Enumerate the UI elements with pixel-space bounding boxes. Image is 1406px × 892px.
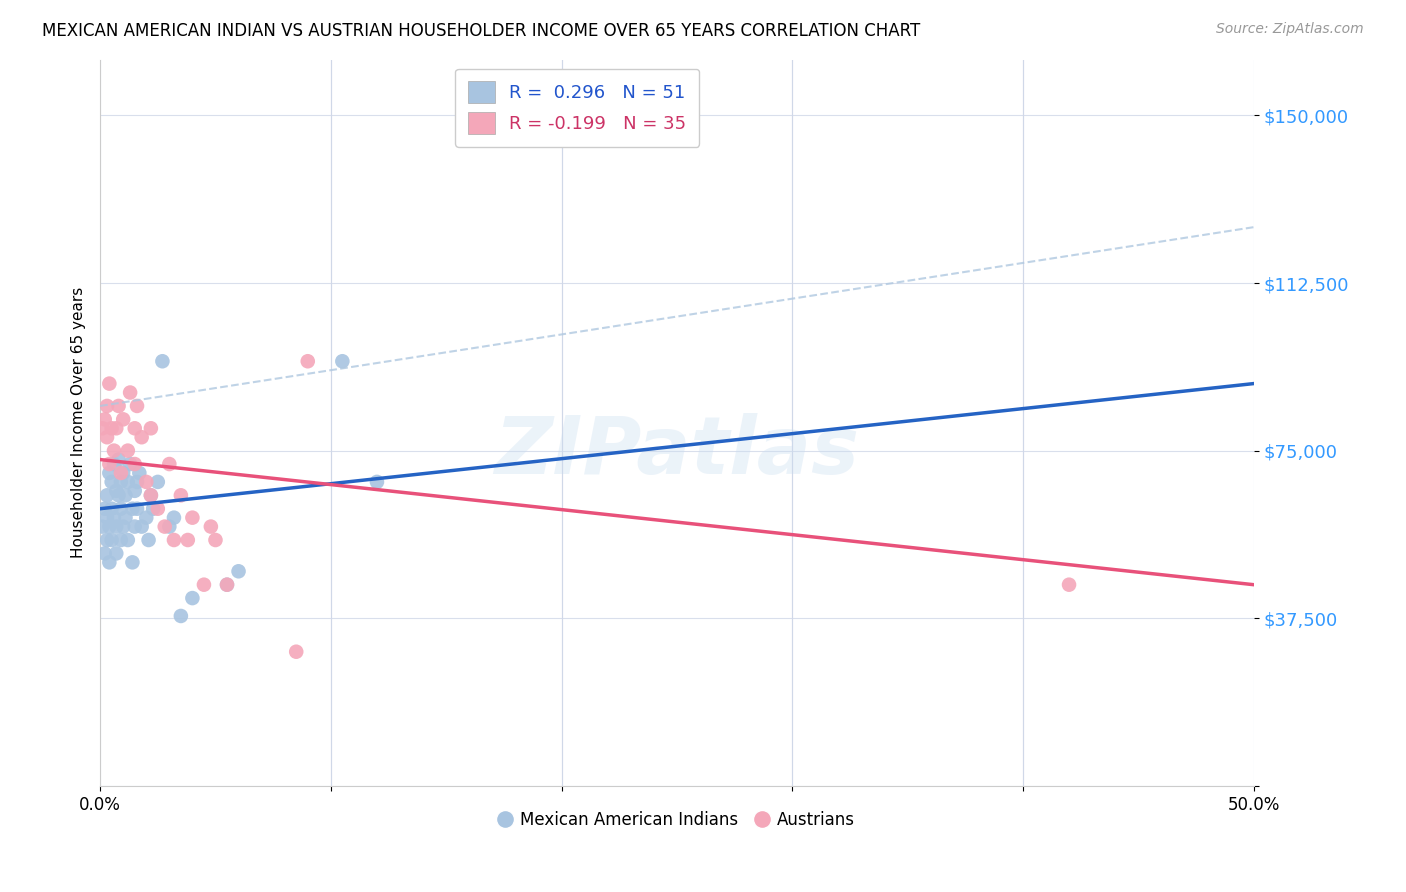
Point bbox=[285, 645, 308, 659]
Point bbox=[103, 443, 125, 458]
Point bbox=[96, 399, 118, 413]
Point bbox=[114, 488, 136, 502]
Point bbox=[204, 533, 226, 547]
Point bbox=[105, 421, 128, 435]
Point bbox=[105, 483, 128, 498]
Point bbox=[330, 354, 353, 368]
Text: ZIPatlas: ZIPatlas bbox=[495, 413, 859, 491]
Point bbox=[125, 475, 148, 489]
Point bbox=[142, 501, 165, 516]
Point bbox=[98, 376, 121, 391]
Point bbox=[100, 421, 122, 435]
Point bbox=[100, 533, 122, 547]
Point bbox=[146, 501, 169, 516]
Point bbox=[100, 501, 122, 516]
Point bbox=[98, 466, 121, 480]
Point bbox=[110, 501, 132, 516]
Point bbox=[228, 564, 250, 578]
Point bbox=[110, 466, 132, 480]
Point bbox=[152, 354, 174, 368]
Point bbox=[117, 443, 139, 458]
Point bbox=[366, 475, 388, 489]
Point bbox=[105, 546, 128, 560]
Point bbox=[131, 430, 153, 444]
Point bbox=[107, 488, 129, 502]
Point bbox=[120, 385, 142, 400]
Point bbox=[100, 475, 122, 489]
Point bbox=[98, 555, 121, 569]
Point bbox=[124, 421, 146, 435]
Point bbox=[112, 412, 135, 426]
Point bbox=[139, 488, 162, 502]
Point bbox=[121, 501, 143, 516]
Point bbox=[93, 546, 115, 560]
Point bbox=[117, 533, 139, 547]
Point bbox=[170, 488, 193, 502]
Point bbox=[103, 510, 125, 524]
Point bbox=[146, 475, 169, 489]
Point bbox=[96, 510, 118, 524]
Point bbox=[135, 475, 157, 489]
Point bbox=[124, 457, 146, 471]
Point bbox=[107, 452, 129, 467]
Point bbox=[181, 510, 204, 524]
Point bbox=[131, 519, 153, 533]
Point bbox=[96, 488, 118, 502]
Point bbox=[105, 519, 128, 533]
Point bbox=[98, 457, 121, 471]
Point bbox=[215, 577, 238, 591]
Point bbox=[139, 488, 162, 502]
Point bbox=[110, 533, 132, 547]
Point bbox=[138, 533, 160, 547]
Point bbox=[128, 466, 150, 480]
Text: Source: ZipAtlas.com: Source: ZipAtlas.com bbox=[1216, 22, 1364, 37]
Point bbox=[177, 533, 200, 547]
Point bbox=[91, 519, 114, 533]
Point bbox=[112, 519, 135, 533]
Point bbox=[139, 421, 162, 435]
Point bbox=[120, 457, 142, 471]
Point bbox=[215, 577, 238, 591]
Point bbox=[110, 475, 132, 489]
Point bbox=[157, 457, 180, 471]
Point bbox=[124, 519, 146, 533]
Point bbox=[124, 483, 146, 498]
Point bbox=[93, 412, 115, 426]
Point bbox=[193, 577, 215, 591]
Point bbox=[181, 591, 204, 606]
Point bbox=[200, 519, 222, 533]
Point bbox=[93, 501, 115, 516]
Point bbox=[297, 354, 319, 368]
Point bbox=[96, 430, 118, 444]
Point bbox=[107, 399, 129, 413]
Text: MEXICAN AMERICAN INDIAN VS AUSTRIAN HOUSEHOLDER INCOME OVER 65 YEARS CORRELATION: MEXICAN AMERICAN INDIAN VS AUSTRIAN HOUS… bbox=[42, 22, 921, 40]
Point bbox=[1057, 577, 1080, 591]
Point bbox=[114, 510, 136, 524]
Point bbox=[98, 519, 121, 533]
Point bbox=[157, 519, 180, 533]
Point bbox=[112, 466, 135, 480]
Legend: Mexican American Indians, Austrians: Mexican American Indians, Austrians bbox=[492, 805, 862, 836]
Point bbox=[163, 510, 186, 524]
Point bbox=[163, 533, 186, 547]
Y-axis label: Householder Income Over 65 years: Householder Income Over 65 years bbox=[72, 287, 86, 558]
Point bbox=[135, 510, 157, 524]
Point bbox=[121, 555, 143, 569]
Point bbox=[91, 421, 114, 435]
Point bbox=[170, 609, 193, 624]
Point bbox=[103, 457, 125, 471]
Point bbox=[125, 501, 148, 516]
Point bbox=[125, 399, 148, 413]
Point bbox=[153, 519, 176, 533]
Point bbox=[96, 533, 118, 547]
Point bbox=[117, 475, 139, 489]
